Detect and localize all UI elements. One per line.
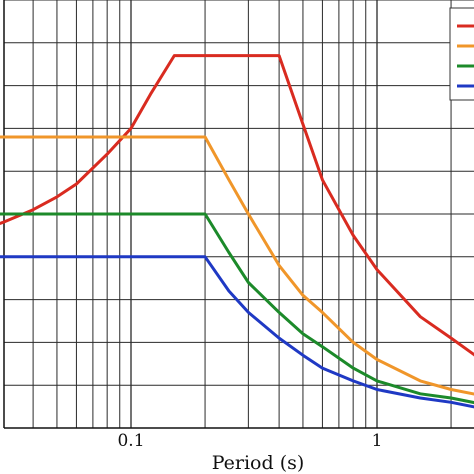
legend xyxy=(449,7,474,101)
x-tick-label: 1 xyxy=(372,431,383,451)
grid xyxy=(3,0,474,429)
series-line-3 xyxy=(0,212,474,405)
x-tick-label: 0.1 xyxy=(117,431,144,451)
series-line-2 xyxy=(0,135,474,396)
series-line-1 xyxy=(0,54,474,357)
series-line-4 xyxy=(0,255,474,409)
series-group xyxy=(0,54,474,409)
x-tick-labels: 0.1 1 xyxy=(117,431,382,451)
x-axis-label: Period (s) xyxy=(212,452,305,474)
